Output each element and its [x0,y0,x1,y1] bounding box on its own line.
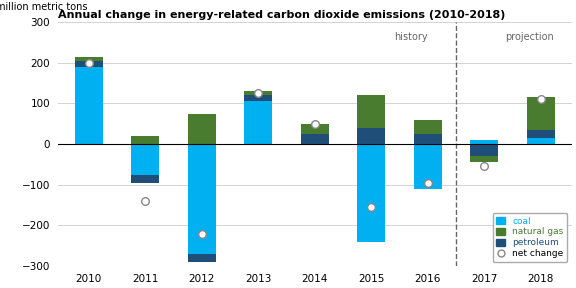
Text: projection: projection [505,32,554,42]
Bar [301,134,329,144]
Bar [414,144,442,189]
Bar [526,130,555,138]
Bar [188,144,216,254]
Bar [131,136,160,144]
Bar [244,95,272,101]
Bar [131,175,160,183]
Bar [470,156,498,162]
Bar [526,138,555,144]
Bar [75,67,103,144]
Text: history: history [394,32,427,42]
Bar [75,56,103,60]
Bar [470,140,498,144]
Text: million metric tons: million metric tons [0,2,88,12]
Bar [414,134,442,144]
Bar [470,144,498,156]
Bar [75,60,103,67]
Bar [526,97,555,130]
Bar [244,91,272,95]
Bar [244,101,272,144]
Legend: coal, natural gas, petroleum, net change: coal, natural gas, petroleum, net change [492,213,567,262]
Bar [188,254,216,262]
Bar [357,144,385,242]
Bar [357,128,385,144]
Text: Annual change in energy-related carbon dioxide emissions (2010-2018): Annual change in energy-related carbon d… [58,10,505,20]
Bar [414,120,442,134]
Bar [357,95,385,128]
Bar [131,144,160,175]
Bar [301,124,329,134]
Bar [188,113,216,144]
